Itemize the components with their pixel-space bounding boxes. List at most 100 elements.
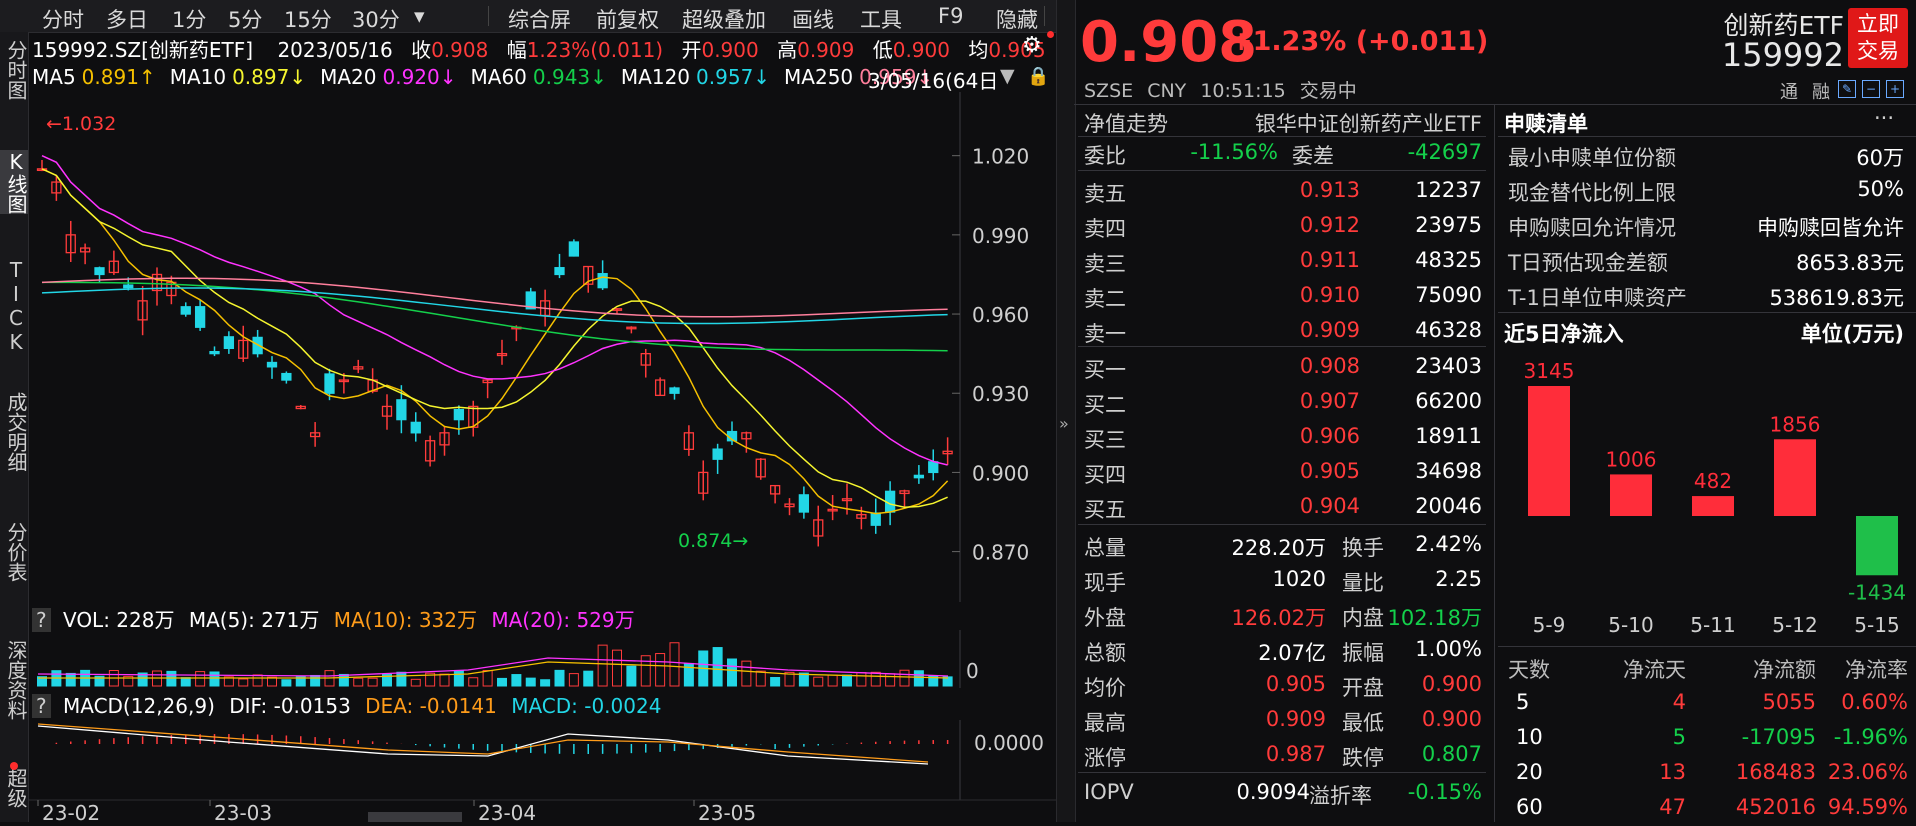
toolbar-item-9[interactable]: 超级叠加 bbox=[682, 8, 766, 32]
bids-row[interactable]: 买五 0.904 20046 bbox=[1084, 490, 1484, 524]
netflow-rate: 0.60% bbox=[1841, 690, 1908, 714]
bids-price: 0.905 bbox=[1299, 459, 1360, 483]
candle-body bbox=[281, 372, 292, 381]
stat-label: 均价 bbox=[1084, 676, 1126, 700]
left-nav-tab-4[interactable]: 分价表 bbox=[4, 522, 28, 582]
left-nav-tab-3[interactable]: 成交明细 bbox=[4, 392, 28, 472]
min-price-label: 0.874→ bbox=[678, 530, 748, 552]
macd-dea: DEA: -0.0141 bbox=[365, 694, 497, 718]
weibi-value: -11.56% bbox=[1190, 140, 1278, 164]
collapse-icon[interactable]: » bbox=[1059, 414, 1069, 433]
date-tick-label: 23-04 bbox=[478, 801, 536, 822]
toolbar-item-7[interactable]: 综合屏 bbox=[508, 8, 571, 32]
toolbar-item-8[interactable]: 前复权 bbox=[596, 8, 659, 32]
toolbar-item-13[interactable]: 隐藏 bbox=[996, 8, 1038, 32]
range-label: 幅 bbox=[506, 38, 527, 62]
stock-info-row: 159992.SZ[创新药ETF] 2023/05/16 收0.908 幅1.2… bbox=[32, 34, 1046, 63]
stat-row: 涨停 0.987 跌停 0.807 bbox=[1084, 738, 1484, 772]
bids-level-label: 买二 bbox=[1084, 393, 1126, 417]
weicha-label: 委差 bbox=[1292, 144, 1334, 168]
toolbar-item-6[interactable]: ▾ bbox=[414, 4, 425, 28]
low-label: 低 bbox=[872, 38, 893, 62]
macd-chart[interactable]: 0.0000 23-02 23-03 23-04 23-05 bbox=[28, 720, 1056, 822]
stat-label: 振幅 bbox=[1342, 641, 1384, 665]
ma-label-4: MA120 bbox=[620, 65, 691, 89]
trade-now-button[interactable]: 立即交易 bbox=[1848, 8, 1908, 68]
candle-body bbox=[769, 484, 781, 495]
left-nav-tab-5[interactable]: 深度资料 bbox=[4, 640, 28, 720]
date-tick-label: 23-02 bbox=[42, 801, 100, 822]
netflow-bar bbox=[1692, 496, 1734, 516]
panel-divider[interactable]: » bbox=[1056, 0, 1076, 822]
bids-row[interactable]: 买三 0.906 18911 bbox=[1084, 420, 1484, 454]
lock-icon[interactable]: 🔒 bbox=[1027, 66, 1050, 87]
ma-value-3: 0.943↓ bbox=[532, 65, 607, 89]
bids-row[interactable]: 买四 0.905 34698 bbox=[1084, 455, 1484, 489]
asks-row[interactable]: 卖二 0.910 75090 bbox=[1084, 279, 1484, 313]
settings-icon[interactable]: ⚙ bbox=[1022, 31, 1054, 63]
candle-body bbox=[683, 432, 695, 450]
add-icon[interactable]: + bbox=[1886, 80, 1904, 98]
volume-bar bbox=[482, 670, 493, 687]
volume-chart[interactable]: 0 bbox=[28, 630, 1056, 688]
bids-price: 0.904 bbox=[1299, 494, 1360, 518]
candle-body bbox=[65, 234, 76, 254]
ma-value-2: 0.920↓ bbox=[382, 65, 457, 89]
netflow-category-label: 5-15 bbox=[1854, 613, 1899, 637]
candle-body bbox=[841, 498, 853, 502]
volume-bar bbox=[453, 669, 464, 687]
close-label: 收 bbox=[411, 38, 432, 62]
toolbar-item-1[interactable]: 多日 bbox=[106, 8, 148, 32]
dropdown-arrow-icon[interactable]: ▼ bbox=[1000, 65, 1015, 87]
subscription-title: 申赎清单 bbox=[1504, 112, 1588, 136]
help-icon[interactable]: ? bbox=[32, 608, 51, 632]
asks-row[interactable]: 卖四 0.912 23975 bbox=[1084, 209, 1484, 243]
stat-label: 最高 bbox=[1084, 711, 1126, 735]
minus-icon[interactable]: − bbox=[1862, 80, 1880, 98]
toolbar-item-2[interactable]: 1分 bbox=[172, 8, 207, 32]
toolbar-item-4[interactable]: 15分 bbox=[284, 8, 332, 32]
more-icon[interactable]: ··· bbox=[1874, 106, 1895, 130]
toolbar-item-3[interactable]: 5分 bbox=[228, 8, 263, 32]
vol-label: VOL: 228万 bbox=[62, 608, 175, 632]
toolbar-item-0[interactable]: 分时 bbox=[42, 8, 84, 32]
left-nav-tab-0[interactable]: 分时图 bbox=[4, 40, 28, 100]
macd-dif: DIF: -0.0153 bbox=[229, 694, 351, 718]
left-nav-tab-6[interactable]: 超级 bbox=[4, 768, 28, 808]
vol-ma20: MA(20): 529万 bbox=[491, 608, 635, 632]
asks-level-label: 卖一 bbox=[1084, 322, 1126, 346]
volume-bar bbox=[439, 673, 450, 687]
stat-value: 0.900 bbox=[1421, 707, 1482, 731]
edit-icon[interactable]: ✎ bbox=[1838, 80, 1856, 98]
left-nav-tab-2[interactable]: TICK bbox=[4, 258, 28, 354]
toolbar-item-10[interactable]: 画线 bbox=[792, 8, 834, 32]
netflow-flow-days: 5 bbox=[1672, 725, 1686, 749]
toolbar-item-5[interactable]: 30分 bbox=[352, 8, 400, 32]
netflow-header-cell: 净流天 bbox=[1623, 658, 1686, 682]
bids-level-label: 买五 bbox=[1084, 498, 1126, 522]
asks-row[interactable]: 卖五 0.913 12237 bbox=[1084, 174, 1484, 208]
netflow-rate: 23.06% bbox=[1827, 760, 1908, 784]
bids-row[interactable]: 买二 0.907 66200 bbox=[1084, 385, 1484, 419]
asks-row[interactable]: 卖三 0.911 48325 bbox=[1084, 244, 1484, 278]
toolbar-item-12[interactable]: F9 bbox=[938, 4, 964, 28]
stat-label: 开盘 bbox=[1342, 676, 1384, 700]
subscription-value: 申购赎回皆允许 bbox=[1757, 216, 1904, 240]
asks-row[interactable]: 卖一 0.909 46328 bbox=[1084, 314, 1484, 348]
candle-body bbox=[827, 508, 838, 512]
volume-bar bbox=[65, 672, 76, 687]
help-icon[interactable]: ? bbox=[32, 694, 51, 718]
bids-row[interactable]: 买一 0.908 23403 bbox=[1084, 350, 1484, 384]
volume-bar bbox=[223, 676, 234, 687]
asks-level-label: 卖二 bbox=[1084, 287, 1126, 311]
toolbar-item-11[interactable]: 工具 bbox=[860, 8, 902, 32]
volume-bar bbox=[180, 677, 191, 687]
nav-trend-label[interactable]: 净值走势 bbox=[1084, 112, 1168, 136]
netflow-bar bbox=[1610, 474, 1652, 516]
kline-chart[interactable]: 1.020 0.990 0.960 0.930 0.900 0.870 ←1.032 0.87… bbox=[28, 92, 1056, 602]
volume-bar bbox=[238, 678, 249, 687]
netflow-header-cell: 净流额 bbox=[1753, 658, 1816, 682]
vol-ma10: MA(10): 332万 bbox=[333, 608, 477, 632]
stat-label: 量比 bbox=[1342, 571, 1384, 595]
left-nav-tab-1[interactable]: K线图 bbox=[0, 150, 28, 214]
